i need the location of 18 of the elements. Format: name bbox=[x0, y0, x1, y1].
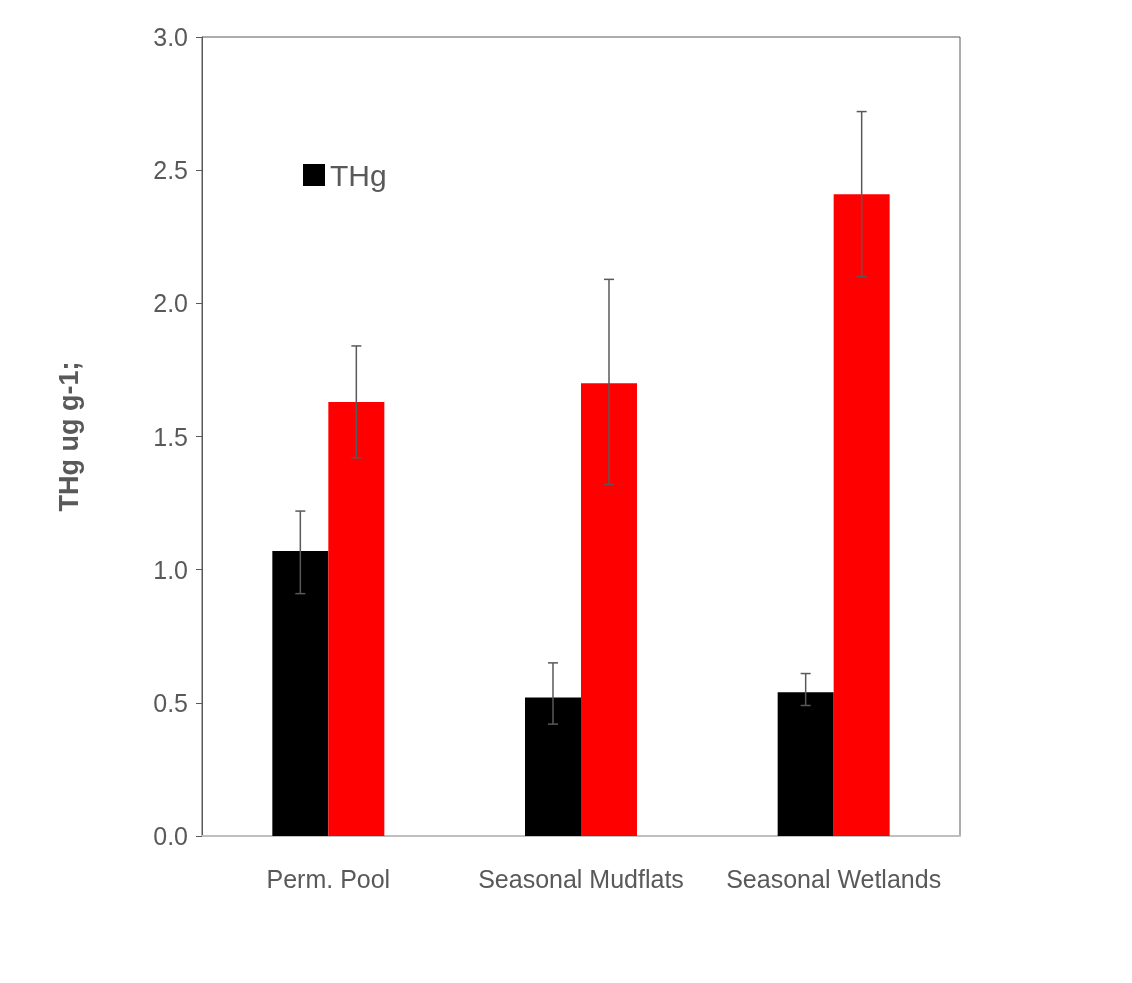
bar bbox=[272, 551, 329, 836]
y-tick-label: 3.0 bbox=[153, 23, 188, 51]
y-tick-label: 0.5 bbox=[153, 688, 188, 717]
y-tick-label: 1.5 bbox=[153, 422, 188, 451]
y-axis-title: THg ug g-1; bbox=[53, 361, 84, 512]
y-tick-label: 2.0 bbox=[153, 289, 188, 318]
legend-label: THg bbox=[330, 158, 387, 192]
bar bbox=[833, 194, 890, 836]
bar bbox=[328, 401, 385, 836]
x-tick-label: Seasonal Mudflats bbox=[478, 864, 684, 893]
y-tick-label: 1.0 bbox=[153, 555, 188, 584]
y-tick-label: 2.5 bbox=[153, 156, 188, 185]
y-tick-label: 0.0 bbox=[153, 822, 188, 850]
x-tick-label: Seasonal Wetlands bbox=[726, 864, 942, 893]
x-tick-label: Perm. Pool bbox=[266, 864, 391, 893]
bar bbox=[525, 697, 581, 836]
bar bbox=[777, 692, 834, 836]
bar bbox=[581, 383, 637, 836]
